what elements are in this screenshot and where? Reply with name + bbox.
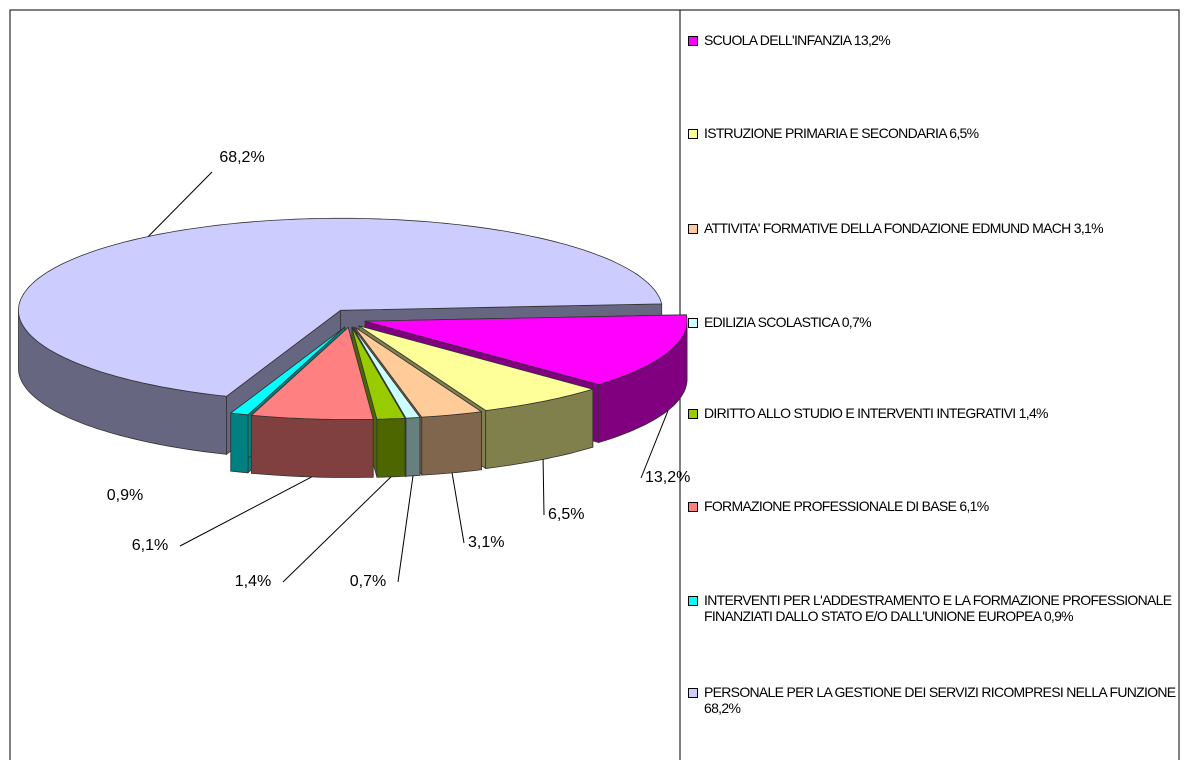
legend-label: DIRITTO ALLO STUDIO E INTERVENTI INTEGRA… [704, 405, 1048, 421]
data-label: 6,5% [548, 506, 584, 523]
slice [18, 217, 663, 397]
data-label: 6,1% [132, 537, 168, 554]
legend-item: ISTRUZIONE PRIMARIA E SECONDARIA 6,5% [688, 125, 1183, 141]
data-label: 68,2% [219, 149, 264, 166]
data-label: 0,9% [107, 487, 143, 504]
legend-swatch [688, 502, 698, 512]
legend-swatch [688, 224, 698, 234]
slice-side [230, 412, 249, 474]
legend-swatch [688, 36, 698, 46]
legend-swatch [688, 596, 698, 606]
data-label: 0,7% [350, 573, 386, 590]
slice [229, 326, 346, 416]
legend-swatch [688, 318, 698, 328]
slice [352, 327, 421, 419]
data-label: 13,2% [645, 469, 690, 486]
slice [358, 325, 595, 411]
data-label: 3,1% [468, 534, 504, 551]
slice [250, 326, 374, 420]
leader-line [451, 472, 465, 544]
legend-label: FORMAZIONE PROFESSIONALE DI BASE 6,1% [704, 498, 989, 514]
leader-line [640, 410, 669, 479]
data-label: 1,4% [235, 573, 271, 590]
slice-side [405, 416, 421, 477]
slice-side [421, 411, 482, 476]
legend-label: ATTIVITA' FORMATIVE DELLA FONDAZIONE EDM… [704, 220, 1104, 236]
legend-item: DIRITTO ALLO STUDIO E INTERVENTI INTEGRA… [688, 405, 1183, 421]
leader-line [542, 459, 545, 516]
legend-label: EDILIZIA SCOLASTICA 0,7% [704, 314, 872, 330]
legend-item: ATTIVITA' FORMATIVE DELLA FONDAZIONE EDM… [688, 220, 1183, 236]
legend-item: SCUOLA DELL'INFANZIA 13,2% [688, 32, 1183, 48]
legend-label: INTERVENTI PER L'ADDESTRAMENTO E LA FORM… [704, 592, 1172, 624]
leader-line [397, 475, 414, 583]
leader-line [147, 171, 213, 237]
frame [9, 9, 1180, 760]
slice [364, 314, 688, 385]
legend-swatch [688, 409, 698, 419]
slice [351, 327, 406, 420]
slice-side [251, 414, 374, 478]
legend-swatch [688, 688, 698, 698]
legend-item: EDILIZIA SCOLASTICA 0,7% [688, 314, 1183, 330]
leader-line [282, 476, 392, 583]
legend-label: SCUOLA DELL'INFANZIA 13,2% [704, 32, 891, 48]
legend-swatch [688, 129, 698, 139]
leader-line [179, 476, 312, 547]
slice [354, 326, 483, 418]
slice-side [376, 417, 406, 478]
legend-item: FORMAZIONE PROFESSIONALE DI BASE 6,1% [688, 498, 1183, 514]
legend-item: INTERVENTI PER L'ADDESTRAMENTO E LA FORM… [688, 592, 1183, 624]
legend-label: PERSONALE PER LA GESTIONE DEI SERVIZI RI… [704, 684, 1176, 716]
legend-item: PERSONALE PER LA GESTIONE DEI SERVIZI RI… [688, 684, 1183, 716]
legend-label: ISTRUZIONE PRIMARIA E SECONDARIA 6,5% [704, 125, 979, 141]
